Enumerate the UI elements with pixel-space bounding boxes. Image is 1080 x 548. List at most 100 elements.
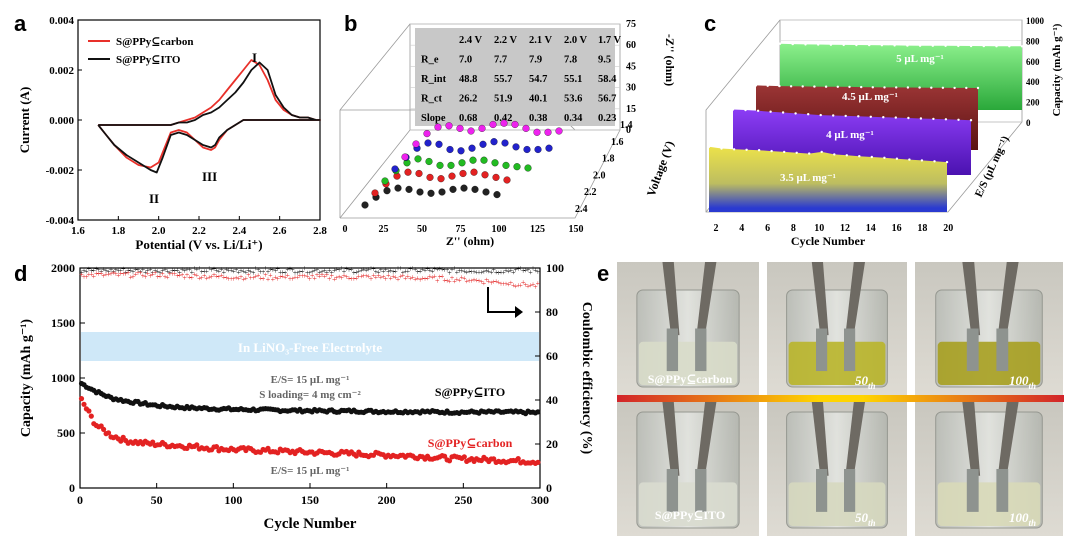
d-ce-point-3: +: [376, 271, 381, 280]
d-ce-point-3: +: [482, 279, 487, 288]
d-ce-point-3: +: [253, 272, 258, 281]
c-point-3: [895, 157, 899, 160]
d-ytick-label: 1000: [51, 371, 75, 385]
d-ce-point-2: +: [207, 264, 212, 273]
c-point-1: [848, 85, 851, 89]
c-point-3: [783, 150, 786, 154]
panel-b-depth-label: Voltage (V): [644, 139, 677, 198]
c-point-2: [769, 110, 772, 113]
d-ce-point-3: +: [280, 272, 285, 281]
d-ce-point-2: +: [253, 264, 258, 273]
d-ce-point-3: +: [158, 272, 163, 281]
photo-caption-bottom: S@PPy⊆ITO: [655, 508, 725, 522]
d-ce-point-2: +: [234, 266, 239, 275]
b-point-1: [492, 173, 500, 181]
d-point-1: [535, 459, 541, 465]
d-ce-point-2: +: [349, 265, 354, 274]
electrode-clip-icon: [962, 262, 981, 336]
d-ce-point-3: +: [92, 272, 97, 281]
d-ce-point-2: +: [440, 265, 445, 274]
c-point-3: [908, 158, 911, 161]
d-y2tick-label: 60: [546, 349, 558, 363]
d-ce-point-3: +: [457, 276, 462, 285]
d-ce-point-3: +: [366, 272, 371, 281]
d-ce-point-3: +: [116, 271, 121, 280]
c-point-1: [789, 85, 793, 88]
b-table-cell: 9.5: [598, 55, 611, 66]
panel-label-b: b: [344, 11, 357, 36]
d-ce-point-3: +: [496, 278, 501, 287]
c-series-label-0: 5 μL mg⁻¹: [896, 53, 944, 65]
d-ce-point-2: +: [499, 268, 504, 277]
panel-a-xlabel: Potential (V vs. Li/Li⁺): [135, 237, 262, 252]
panel-label-c: c: [704, 11, 716, 36]
d-ce-point-2: +: [121, 264, 126, 273]
b-point-0: [383, 187, 391, 195]
d-ce-point-2: +: [300, 267, 305, 276]
d-ce-point-2: +: [150, 268, 155, 277]
b-point-4: [445, 122, 453, 130]
d-ce-point-3: +: [430, 273, 435, 282]
d-ce-point-2: +: [359, 266, 364, 275]
d-ce-point-3: +: [352, 275, 357, 284]
c-point-0: [995, 45, 998, 48]
d-ytick-label: 2000: [51, 261, 75, 275]
d-ce-point-2: +: [477, 268, 482, 277]
photo-cell-0-0: [617, 262, 759, 395]
d-ce-point-3: +: [462, 274, 467, 283]
d-point-1: [78, 396, 85, 402]
b-point-2: [414, 155, 422, 163]
c-xtick-label: 2: [714, 223, 719, 234]
electrolyte-band: [81, 332, 539, 361]
panel-c-y-ticks: 0 200 400 600 800 1000: [1026, 16, 1045, 128]
d-ce-point-2: +: [99, 267, 104, 276]
d-ce-point-2: +: [136, 265, 141, 274]
d-ce-point-2: +: [101, 265, 106, 274]
b-table-cell: 58.4: [598, 74, 617, 85]
b-point-0: [493, 191, 501, 199]
d-ce-point-3: +: [241, 275, 246, 284]
b-point-4: [533, 128, 541, 136]
d-ce-point-2: +: [406, 267, 411, 276]
d-ce-point-2: +: [202, 267, 207, 276]
d-y2tick-label: 100: [546, 261, 564, 275]
c-xtick-label: 14: [866, 223, 876, 234]
d-ce-point-3: +: [204, 274, 209, 283]
d-ce-point-3: +: [111, 269, 116, 278]
d-ce-point-2: +: [307, 269, 312, 278]
d-ce-point-2: +: [209, 265, 214, 274]
d-ce-point-3: +: [388, 274, 393, 283]
panel-label-e: e: [597, 261, 609, 286]
b-dtick-label: 2.0: [593, 170, 606, 181]
d-ce-point-3: +: [516, 281, 521, 290]
c-point-1: [883, 86, 886, 89]
b-point-4: [434, 123, 442, 131]
b-table-cell: 7.8: [564, 55, 577, 66]
d-ce-point-2: +: [533, 266, 538, 275]
d-ce-point-2: +: [148, 265, 153, 274]
d-ce-point-3: +: [109, 269, 114, 278]
b-point-4: [500, 119, 508, 127]
c-point-2: [832, 114, 835, 117]
d-ce-point-2: +: [175, 266, 180, 275]
panel-c-series: 5 μL mg⁻¹ 4.5 μL mg⁻¹ 4 μL mg⁻¹ 3.5 μL mg⁻¹: [707, 42, 1024, 212]
d-ce-point-3: +: [136, 268, 141, 277]
b-dtick-label: 1.6: [611, 137, 624, 148]
d-ce-point-2: +: [305, 269, 310, 278]
d-ce-point-3: +: [435, 277, 440, 286]
c-series-label-2: 4 μL mg⁻¹: [826, 129, 874, 141]
d-ce-point-3: +: [474, 276, 479, 285]
b-point-2: [524, 164, 532, 172]
photo-cell-1-2: [915, 402, 1063, 536]
c-point-3: [845, 154, 848, 157]
d-ce-point-3: +: [273, 273, 278, 282]
photo-separator-bar: [617, 395, 1064, 402]
d-xtick-label: 50: [151, 493, 163, 507]
panel-d-x-ticks: 0 50 100 150 200 250 300: [77, 483, 549, 507]
b-point-1: [459, 169, 467, 178]
d-ce-point-2: +: [464, 268, 469, 277]
c-point-0: [931, 44, 934, 47]
c-point-0: [1020, 45, 1024, 48]
d-ce-point-3: +: [327, 274, 332, 283]
d-ce-point-2: +: [450, 265, 455, 274]
